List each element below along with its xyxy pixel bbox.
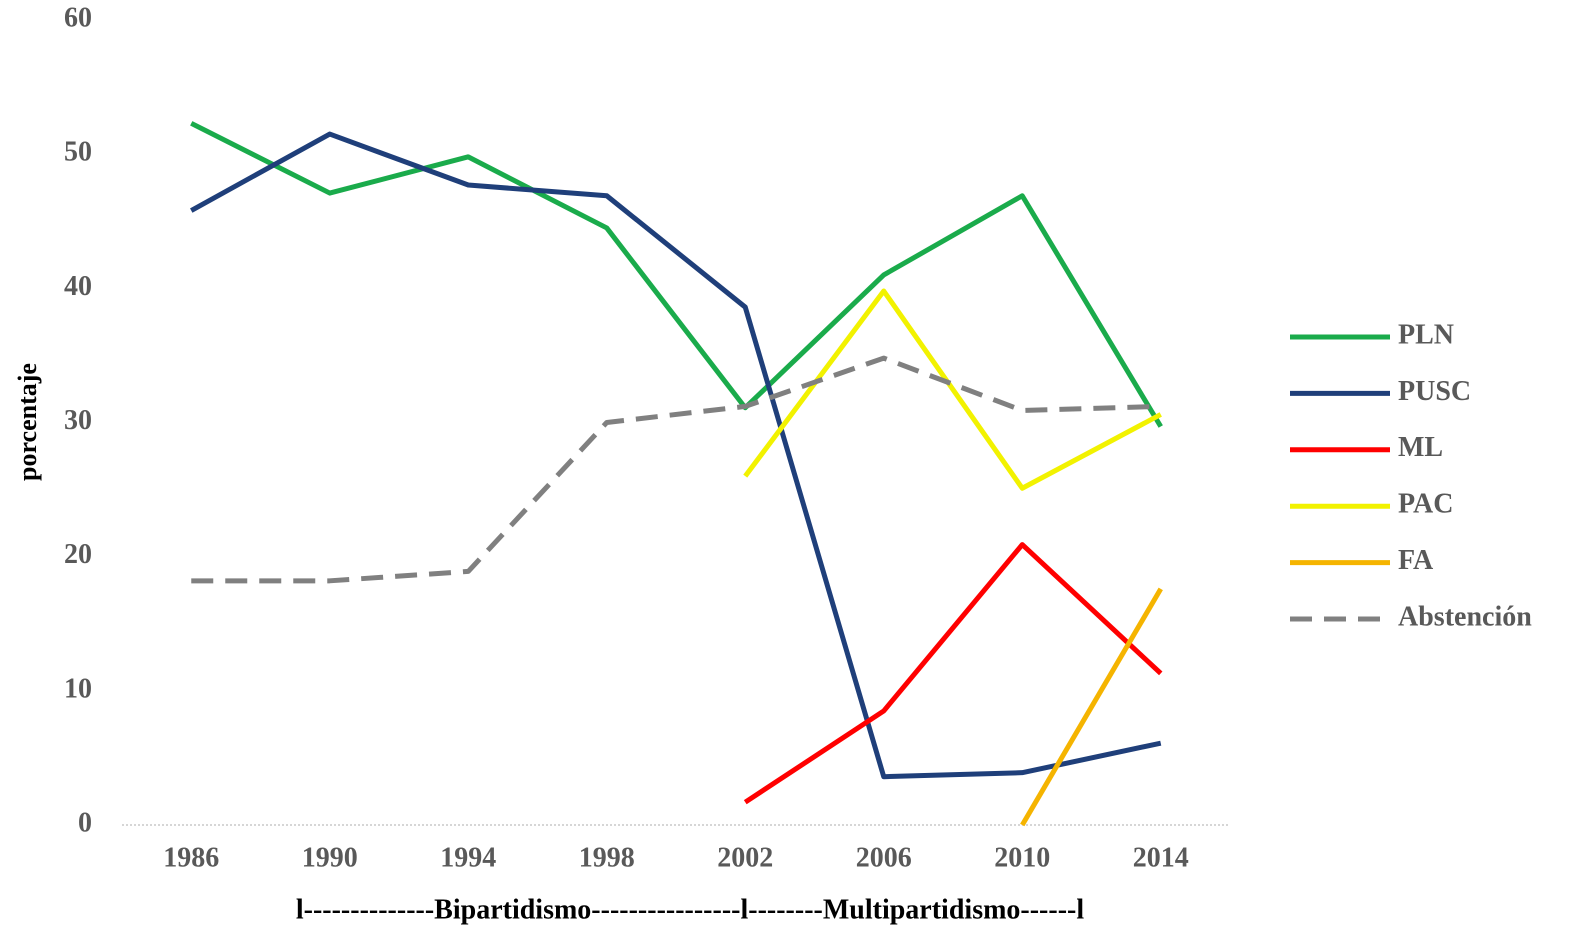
legend-label: PAC xyxy=(1398,489,1453,520)
y-tick-label: 30 xyxy=(64,405,92,436)
x-tick-label: 1998 xyxy=(579,842,635,873)
y-tick-label: 50 xyxy=(64,137,92,168)
legend-label: ML xyxy=(1398,432,1443,463)
y-tick-label: 40 xyxy=(64,271,92,302)
x-tick-label: 1986 xyxy=(163,842,219,873)
legend-label: PLN xyxy=(1398,319,1454,350)
series-line xyxy=(190,121,1163,428)
y-tick-label: 60 xyxy=(64,2,92,33)
x-tick-label: 1994 xyxy=(440,842,496,873)
series-line xyxy=(743,542,1163,805)
series-line xyxy=(191,355,1161,584)
legend-label: FA xyxy=(1398,545,1434,576)
series-line xyxy=(190,131,1162,780)
series-line xyxy=(1020,587,1163,827)
y-tick-label: 10 xyxy=(64,673,92,704)
legend-label: PUSC xyxy=(1398,376,1471,407)
legend-label: Abstención xyxy=(1398,601,1532,632)
x-tick-label: 2002 xyxy=(717,842,773,873)
x-tick-label: 2014 xyxy=(1133,842,1189,873)
y-tick-label: 0 xyxy=(78,807,92,838)
x-tick-label: 2006 xyxy=(856,842,912,873)
y-tick-label: 20 xyxy=(64,539,92,570)
x-tick-label: 1990 xyxy=(302,842,358,873)
y-axis-label: porcentaje xyxy=(13,363,42,481)
annotation: l--------------Bipartidismo-------------… xyxy=(296,894,1085,925)
x-tick-label: 2010 xyxy=(994,842,1050,873)
